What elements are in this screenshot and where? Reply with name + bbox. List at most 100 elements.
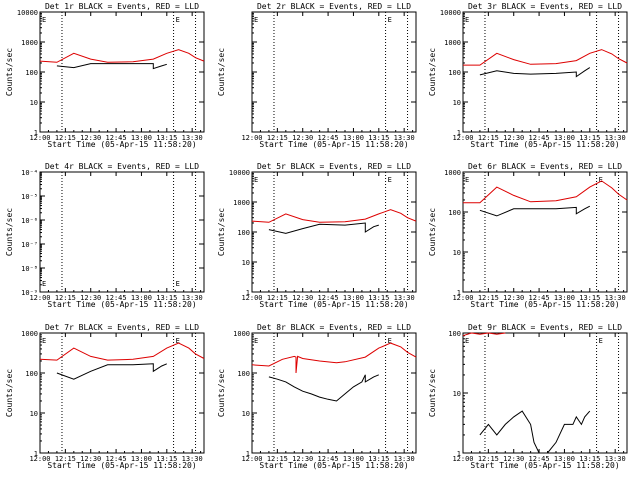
x-tick-label: 12:15	[267, 134, 288, 142]
x-tick-label: 12:30	[292, 294, 313, 302]
panel-title: Det 9r BLACK = Events, RED = LLD	[468, 323, 622, 332]
x-tick-label: 12:45	[529, 134, 550, 142]
x-tick-label: 12:00	[241, 134, 262, 142]
y-axis-label: Counts/sec	[5, 48, 14, 96]
y-tick-label: 10	[453, 390, 461, 398]
saa-marker: E	[388, 337, 392, 345]
y-tick-label: 10⁻⁸	[21, 265, 38, 273]
x-tick-label: 13:15	[368, 455, 389, 463]
y-tick-label: 10	[30, 410, 38, 418]
x-tick-label: 12:15	[55, 455, 76, 463]
x-tick-label: 13:30	[182, 134, 203, 142]
y-tick-label: 1000	[21, 330, 38, 338]
plot-frame	[39, 332, 205, 454]
y-tick-label: 100	[448, 69, 461, 77]
detector-panel-8: Det 8r BLACK = Events, RED = LLD 12:00 12:…	[217, 323, 417, 470]
x-tick-label: 13:15	[579, 134, 600, 142]
x-tick-label: 13:15	[156, 134, 177, 142]
x-axis-label: Start Time (05-Apr-15 11:58:20)	[470, 461, 619, 470]
x-tick-label: 12:15	[267, 455, 288, 463]
series-line-events	[56, 63, 167, 70]
x-tick-label: 13:30	[394, 134, 415, 142]
x-axis-label: Start Time (05-Apr-15 11:58:20)	[259, 461, 408, 470]
x-tick-label: 12:30	[503, 455, 524, 463]
plot-frame	[462, 332, 628, 454]
y-axis-label: Counts/sec	[217, 48, 226, 96]
x-tick-label: 13:30	[394, 294, 415, 302]
x-tick-label: 12:15	[478, 134, 499, 142]
x-tick-label: 12:30	[80, 455, 101, 463]
y-tick-label: 10⁻⁴	[21, 169, 38, 177]
x-tick-label: 13:00	[554, 134, 575, 142]
x-tick-label: 12:00	[241, 455, 262, 463]
panel-title: Det 1r BLACK = Events, RED = LLD	[45, 2, 199, 11]
saa-marker: E	[254, 337, 258, 345]
y-tick-label: 1000	[233, 330, 250, 338]
detector-panel-3: Det 3r BLACK = Events, RED = LLD 12:00 12:…	[428, 2, 628, 149]
y-axis-label: Counts/sec	[217, 369, 226, 417]
x-tick-label: 13:30	[182, 294, 203, 302]
panel-title: Det 3r BLACK = Events, RED = LLD	[468, 2, 622, 11]
y-tick-label: 100	[448, 209, 461, 217]
plot-frame	[39, 11, 205, 133]
x-tick-label: 12:45	[318, 455, 339, 463]
plot-frame	[251, 171, 417, 293]
saa-marker: E	[42, 337, 46, 345]
x-axis-label: Start Time (05-Apr-15 11:58:20)	[470, 300, 619, 309]
y-tick-label: 10⁻⁷	[21, 241, 38, 249]
y-tick-label: 1000	[21, 39, 38, 47]
y-axis-label: Counts/sec	[428, 48, 437, 96]
y-tick-label: 1	[457, 450, 461, 458]
x-tick-label: 12:15	[55, 134, 76, 142]
saa-marker: E	[254, 176, 258, 184]
panel-title: Det 6r BLACK = Events, RED = LLD	[468, 162, 622, 171]
panel-title: Det 4r BLACK = Events, RED = LLD	[45, 162, 199, 171]
x-tick-label: 12:00	[452, 134, 473, 142]
x-tick-label: 12:00	[29, 455, 50, 463]
saa-marker: E	[388, 16, 392, 24]
panel-title: Det 7r BLACK = Events, RED = LLD	[45, 323, 199, 332]
y-tick-label: 10	[30, 99, 38, 107]
y-tick-label: 10⁻⁹	[21, 289, 38, 297]
x-tick-label: 12:30	[503, 134, 524, 142]
plot-frame	[251, 11, 417, 133]
detector-panel-6: Det 6r BLACK = Events, RED = LLD 12:00 12:…	[428, 162, 628, 309]
series-line-events	[479, 410, 591, 454]
saa-marker: E	[599, 337, 603, 345]
saa-marker: E	[388, 176, 392, 184]
y-tick-label: 10	[453, 99, 461, 107]
x-tick-label: 13:15	[579, 455, 600, 463]
panel-title: Det 5r BLACK = Events, RED = LLD	[257, 162, 411, 171]
x-tick-label: 12:45	[106, 134, 127, 142]
detector-panel-2: Det 2r BLACK = Events, RED = LLD 12:00 12:…	[217, 2, 417, 149]
x-tick-label: 13:15	[156, 455, 177, 463]
y-axis-label: Counts/sec	[217, 208, 226, 256]
y-tick-label: 10000	[440, 9, 461, 17]
x-axis-label: Start Time (05-Apr-15 11:58:20)	[47, 140, 196, 149]
x-tick-label: 12:45	[318, 294, 339, 302]
detector-panel-5: Det 5r BLACK = Events, RED = LLD 12:00 12:…	[217, 162, 417, 309]
y-tick-label: 1000	[444, 169, 461, 177]
x-tick-label: 13:30	[605, 294, 626, 302]
x-tick-label: 12:00	[29, 294, 50, 302]
detector-panel-7: Det 7r BLACK = Events, RED = LLD 12:00 12:…	[5, 323, 205, 470]
x-tick-label: 13:15	[579, 294, 600, 302]
x-tick-label: 13:30	[182, 455, 203, 463]
x-axis-label: Start Time (05-Apr-15 11:58:20)	[259, 300, 408, 309]
panel-title: Det 2r BLACK = Events, RED = LLD	[257, 2, 411, 11]
plot-frame	[251, 332, 417, 454]
x-tick-label: 13:15	[368, 294, 389, 302]
x-tick-label: 12:30	[80, 134, 101, 142]
y-tick-label: 10000	[17, 9, 38, 17]
series-line-events	[268, 374, 379, 402]
series-line-lld	[462, 332, 506, 337]
series-line-events	[479, 205, 591, 217]
x-tick-label: 12:00	[452, 455, 473, 463]
x-tick-label: 12:15	[55, 294, 76, 302]
x-axis-label: Start Time (05-Apr-15 11:58:20)	[259, 140, 408, 149]
y-tick-label: 100	[448, 330, 461, 338]
x-tick-label: 13:00	[343, 134, 364, 142]
x-tick-label: 13:00	[131, 455, 152, 463]
series-line-events	[268, 222, 379, 234]
series-line-events	[479, 67, 591, 78]
